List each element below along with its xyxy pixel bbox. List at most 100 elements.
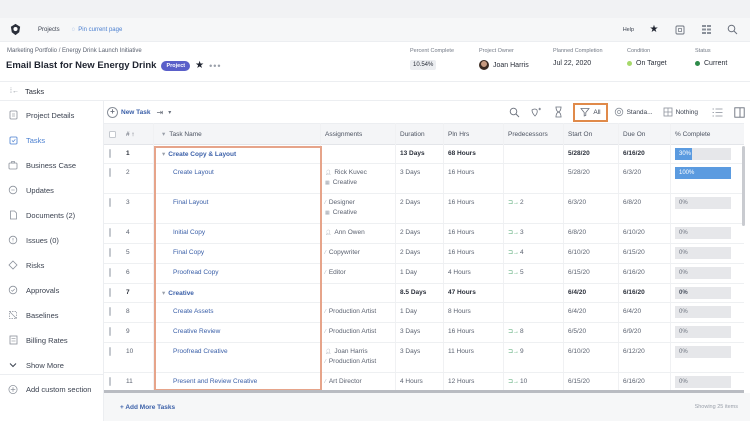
favorites-star-icon[interactable]: ★ bbox=[649, 24, 659, 35]
planned-hours-cell[interactable]: 16 Hours bbox=[444, 164, 504, 193]
sidebar-item-documents[interactable]: Documents (2) bbox=[8, 210, 75, 220]
column-header-due-on[interactable]: Due On bbox=[619, 123, 671, 145]
planned-hours-cell[interactable]: 8 Hours bbox=[444, 303, 504, 322]
column-header-duration[interactable]: Duration bbox=[396, 123, 444, 145]
sidebar-item-project-details[interactable]: Project Details bbox=[8, 110, 74, 120]
predecessors-cell[interactable]: ⊐→ 4 bbox=[504, 244, 564, 263]
start-on-cell[interactable]: 6/15/20 bbox=[564, 373, 619, 391]
assignee[interactable]: Production Artist bbox=[328, 328, 377, 335]
assignments-cell[interactable]: 👤︎ Ann Owen bbox=[321, 224, 396, 243]
due-on-cell[interactable]: 6/9/20 bbox=[619, 323, 671, 342]
row-checkbox[interactable] bbox=[109, 288, 111, 297]
row-checkbox[interactable] bbox=[109, 198, 111, 207]
duration-cell[interactable]: 2 Days bbox=[396, 244, 444, 263]
pin-current-page-link[interactable]: ◌ Pin current page bbox=[72, 27, 123, 33]
predecessor-value[interactable]: 10 bbox=[520, 378, 528, 385]
hourglass-icon[interactable] bbox=[551, 105, 565, 119]
new-task-button[interactable]: + New Task bbox=[107, 106, 151, 118]
apps-grid-icon[interactable] bbox=[700, 24, 712, 36]
assignments-cell[interactable]: 👤︎ Rick Kuvec ▦ Creative bbox=[321, 164, 396, 193]
percent-complete-cell[interactable]: 0% bbox=[671, 303, 744, 322]
duration-cell[interactable]: 2 Days bbox=[396, 194, 444, 223]
task-name[interactable]: Creative bbox=[168, 290, 194, 297]
assignments-cell[interactable]: ⁄ Editor bbox=[321, 264, 396, 283]
row-checkbox[interactable] bbox=[109, 149, 111, 158]
collapse-sidebar-icon[interactable]: ⁞← bbox=[10, 88, 19, 95]
app-logo-icon[interactable] bbox=[8, 23, 22, 37]
column-header-percent-complete[interactable]: % Complete bbox=[675, 130, 711, 138]
row-checkbox[interactable] bbox=[109, 248, 111, 257]
collapse-group-icon[interactable]: ▾ bbox=[162, 151, 166, 158]
task-name[interactable]: Creative Review bbox=[173, 328, 221, 335]
split-panel-icon[interactable] bbox=[732, 105, 746, 119]
table-row[interactable]: 1 ▾ Create Copy & Layout 13 Days 68 Hours… bbox=[104, 145, 744, 164]
column-header-assignments[interactable]: Assignments bbox=[321, 123, 396, 145]
task-name[interactable]: Final Copy bbox=[173, 249, 205, 256]
column-header-task-name[interactable]: ▾ Task Name bbox=[154, 123, 321, 145]
favorite-star-icon[interactable]: ★ bbox=[195, 60, 205, 71]
task-name[interactable]: Present and Review Creative bbox=[173, 378, 258, 385]
due-on-cell[interactable]: 6/16/20 bbox=[619, 145, 671, 163]
help-link[interactable]: Help bbox=[622, 26, 634, 33]
planned-hours-cell[interactable]: 11 Hours bbox=[444, 343, 504, 372]
project-owner-value[interactable]: Joan Harris bbox=[493, 61, 529, 69]
assignee[interactable]: Joan Harris bbox=[334, 348, 368, 355]
task-name[interactable]: Initial Copy bbox=[173, 229, 206, 236]
predecessor-value[interactable]: 4 bbox=[520, 249, 524, 256]
more-options-icon[interactable]: ••• bbox=[209, 60, 222, 71]
table-row[interactable]: 7 ▾ Creative 8.5 Days 47 Hours 6/4/20 6/1… bbox=[104, 284, 744, 303]
duration-cell[interactable]: 1 Day bbox=[396, 264, 444, 283]
task-name-cell[interactable]: ▾ Create Copy & Layout bbox=[154, 145, 321, 163]
predecessor-value[interactable]: 2 bbox=[520, 199, 524, 206]
task-name[interactable]: Proofread Copy bbox=[173, 269, 219, 276]
task-name-cell[interactable]: Proofread Copy bbox=[154, 264, 321, 283]
owner-avatar[interactable] bbox=[479, 60, 489, 70]
percent-complete-cell[interactable]: 0% bbox=[671, 343, 744, 372]
predecessor-value[interactable]: 8 bbox=[520, 328, 524, 335]
percent-complete-cell[interactable]: 0% bbox=[671, 264, 744, 283]
planned-hours-cell[interactable]: 4 Hours bbox=[444, 264, 504, 283]
notifications-icon[interactable] bbox=[674, 24, 686, 36]
task-name-cell[interactable]: Initial Copy bbox=[154, 224, 321, 243]
condition-value[interactable]: On Target bbox=[636, 60, 667, 67]
start-on-cell[interactable]: 6/4/20 bbox=[564, 284, 619, 302]
task-name[interactable]: Create Layout bbox=[173, 169, 214, 176]
sidebar-item-tasks[interactable]: Tasks bbox=[8, 135, 45, 145]
duration-cell[interactable]: 3 Days bbox=[396, 164, 444, 193]
predecessors-cell[interactable] bbox=[504, 145, 564, 163]
sidebar-item-approvals[interactable]: Approvals bbox=[8, 285, 59, 295]
assignments-cell[interactable]: ⁄ Production Artist bbox=[321, 323, 396, 342]
duration-cell[interactable]: 1 Day bbox=[396, 303, 444, 322]
row-checkbox[interactable] bbox=[109, 228, 111, 237]
planned-hours-cell[interactable]: 16 Hours bbox=[444, 244, 504, 263]
indent-icon[interactable]: ⇥ bbox=[156, 107, 164, 117]
row-checkbox[interactable] bbox=[109, 377, 111, 386]
table-row[interactable]: 4 Initial Copy 👤︎ Ann Owen 2 Days 16 Hour… bbox=[104, 224, 744, 244]
planned-hours-cell[interactable]: 47 Hours bbox=[444, 284, 504, 302]
sidebar-item-business-case[interactable]: Business Case bbox=[8, 160, 76, 170]
add-more-tasks-button[interactable]: + Add More Tasks bbox=[120, 403, 176, 411]
sidebar-item-updates[interactable]: Updates bbox=[8, 185, 54, 195]
planned-hours-cell[interactable]: 12 Hours bbox=[444, 373, 504, 391]
list-view-icon[interactable] bbox=[710, 105, 724, 119]
percent-complete-cell[interactable]: 0% bbox=[671, 323, 744, 342]
assignments-cell[interactable] bbox=[321, 145, 396, 163]
due-on-cell[interactable]: 6/4/20 bbox=[619, 303, 671, 322]
sidebar-item-risks[interactable]: Risks bbox=[8, 260, 44, 270]
row-checkbox[interactable] bbox=[109, 347, 111, 356]
due-on-cell[interactable]: 6/3/20 bbox=[619, 164, 671, 193]
sidebar-item-issues[interactable]: Issues (0) bbox=[8, 235, 59, 245]
planned-hours-cell[interactable]: 68 Hours bbox=[444, 145, 504, 163]
planned-hours-cell[interactable]: 16 Hours bbox=[444, 323, 504, 342]
assignments-cell[interactable]: ⁄ Production Artist bbox=[321, 303, 396, 322]
task-name[interactable]: Proofread Creative bbox=[173, 348, 228, 355]
collapse-group-icon[interactable]: ▾ bbox=[162, 290, 166, 297]
table-row[interactable]: 8 Create Assets ⁄ Production Artist 1 Day… bbox=[104, 303, 744, 323]
assignee[interactable]: Ann Owen bbox=[334, 229, 365, 236]
table-row[interactable]: 9 Creative Review ⁄ Production Artist 3 D… bbox=[104, 323, 744, 343]
column-header-planned-hours[interactable]: Pln Hrs bbox=[444, 123, 504, 145]
assignments-cell[interactable]: ⁄ Copywriter bbox=[321, 244, 396, 263]
task-name[interactable]: Create Assets bbox=[173, 308, 214, 315]
predecessors-cell[interactable] bbox=[504, 303, 564, 322]
percent-complete-cell[interactable]: 0% bbox=[671, 373, 744, 391]
